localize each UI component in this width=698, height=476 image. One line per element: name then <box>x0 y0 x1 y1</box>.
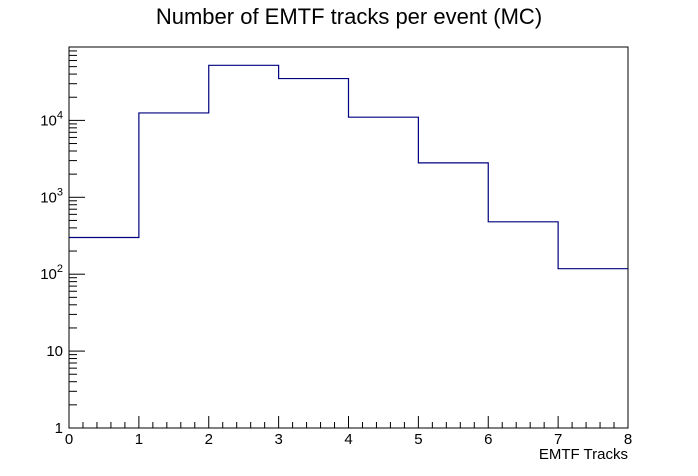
x-tick-label: 0 <box>65 431 73 448</box>
x-tick-label: 2 <box>205 431 213 448</box>
x-tick-label: 1 <box>135 431 143 448</box>
y-tick-label: 103 <box>40 186 63 206</box>
x-tick-label: 4 <box>344 431 352 448</box>
y-tick-label: 104 <box>40 109 63 129</box>
x-tick-label: 8 <box>624 431 632 448</box>
chart-title: Number of EMTF tracks per event (MC) <box>155 4 543 29</box>
plot-frame <box>68 46 629 429</box>
x-tick-label: 7 <box>554 431 562 448</box>
y-tick-label: 10 <box>46 343 63 360</box>
x-tick-label: 6 <box>484 431 492 448</box>
y-tick-label: 1 <box>55 420 63 437</box>
histogram-line <box>69 64 628 270</box>
y-tick-label: 102 <box>40 263 63 283</box>
x-tick-label: 5 <box>414 431 422 448</box>
x-tick-label: 3 <box>274 431 282 448</box>
tick-marks <box>68 46 629 429</box>
x-axis-label: EMTF Tracks <box>538 446 628 463</box>
